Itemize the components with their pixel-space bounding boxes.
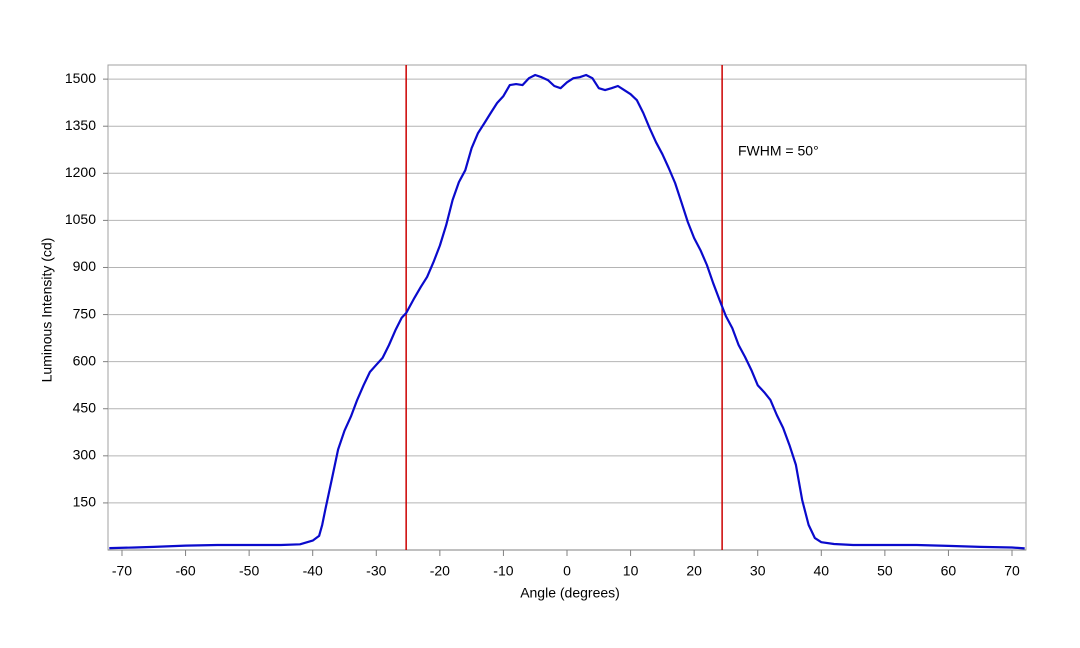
y-tick-label: 150 [73,494,97,510]
x-tick-label: -20 [430,563,450,579]
x-tick-label: 60 [941,563,957,579]
x-tick-label: -70 [112,563,132,579]
x-tick-label: 10 [623,563,639,579]
annotation: FWHM = 50° [738,143,819,159]
x-tick-label: 40 [814,563,830,579]
y-tick-label: 1200 [65,164,96,180]
x-tick-label: 50 [877,563,893,579]
data-line [109,73,1025,550]
x-tick-label: -40 [303,563,323,579]
x-tick-label: 30 [750,563,766,579]
x-tick-label: -30 [366,563,386,579]
plot-area [107,64,1027,551]
y-tick-label: 600 [73,352,97,368]
y-tick-label: 750 [73,305,97,321]
y-tick-label: 300 [73,447,97,463]
y-tick-label: 1500 [65,70,96,86]
x-tick-label: 20 [686,563,702,579]
y-tick-label: 900 [73,258,97,274]
x-tick-label: 70 [1004,563,1020,579]
x-axis-label: Angle (degrees) [520,585,620,601]
x-tick-label: 0 [563,563,571,579]
x-tick-label: -60 [175,563,195,579]
y-tick-label: 1050 [65,211,96,227]
y-tick-label: 450 [73,399,97,415]
y-axis-label: Luminous Intensity (cd) [39,238,55,383]
y-tick-label: 1350 [65,117,96,133]
x-tick-label: -50 [239,563,259,579]
x-tick-label: -10 [493,563,513,579]
